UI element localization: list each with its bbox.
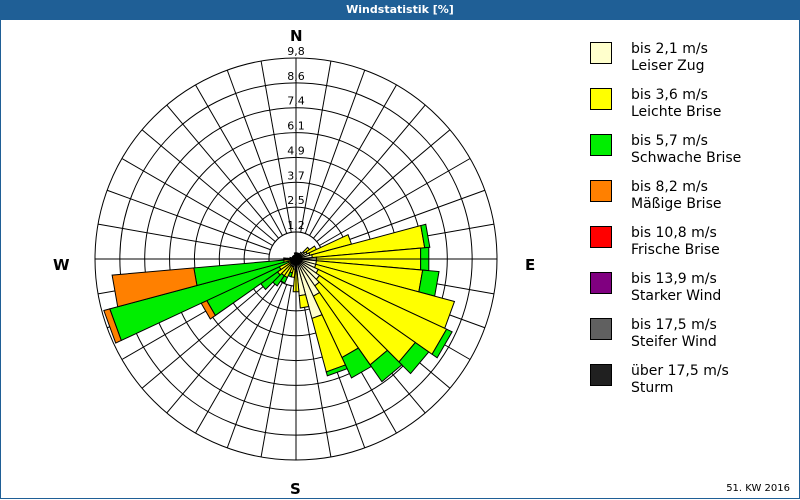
legend-label: Leichte Brise bbox=[631, 104, 722, 120]
week-label: 51. KW 2016 bbox=[726, 483, 790, 494]
legend-swatch bbox=[590, 272, 612, 294]
legend-swatch bbox=[590, 134, 612, 156]
legend-swatch bbox=[590, 180, 612, 202]
legend-range: bis 17,5 m/s bbox=[631, 317, 717, 333]
legend-label: Sturm bbox=[631, 380, 674, 396]
legend-swatch bbox=[590, 226, 612, 248]
svg-text:8,6: 8,6 bbox=[287, 70, 305, 83]
compass-west-label: W bbox=[53, 256, 70, 274]
legend-range: bis 3,6 m/s bbox=[631, 87, 708, 103]
svg-text:6,1: 6,1 bbox=[287, 120, 305, 133]
legend-range: bis 2,1 m/s bbox=[631, 41, 708, 57]
svg-text:2,5: 2,5 bbox=[287, 194, 305, 207]
legend-label: Steifer Wind bbox=[631, 334, 717, 350]
legend-range: über 17,5 m/s bbox=[631, 363, 729, 379]
legend-swatch bbox=[590, 88, 612, 110]
legend-label: Mäßige Brise bbox=[631, 196, 722, 212]
compass-east-label: E bbox=[525, 256, 536, 274]
legend-swatch bbox=[590, 318, 612, 340]
legend-range: bis 13,9 m/s bbox=[631, 271, 717, 287]
legend-range: bis 10,8 m/s bbox=[631, 225, 717, 241]
legend-label: Starker Wind bbox=[631, 288, 722, 304]
svg-text:3,7: 3,7 bbox=[287, 169, 305, 182]
compass-south-label: S bbox=[290, 480, 301, 498]
wind-rose-chart: 1,2 2,5 3,7 4,9 6,1 7,4 8,6 9,8 bbox=[94, 45, 498, 461]
svg-text:9,8: 9,8 bbox=[287, 45, 305, 58]
svg-text:1,2: 1,2 bbox=[287, 219, 305, 232]
legend-swatch bbox=[590, 364, 612, 386]
svg-text:7,4: 7,4 bbox=[287, 95, 305, 108]
compass-north-label: N bbox=[290, 27, 303, 45]
legend-range: bis 8,2 m/s bbox=[631, 179, 708, 195]
legend-label: Frische Brise bbox=[631, 242, 720, 258]
legend-range: bis 5,7 m/s bbox=[631, 133, 708, 149]
svg-text:4,9: 4,9 bbox=[287, 144, 305, 157]
legend-label: Leiser Zug bbox=[631, 58, 705, 74]
chart-title: Windstatistik [%] bbox=[0, 0, 800, 20]
legend-label: Schwache Brise bbox=[631, 150, 742, 166]
legend-swatch bbox=[590, 42, 612, 64]
